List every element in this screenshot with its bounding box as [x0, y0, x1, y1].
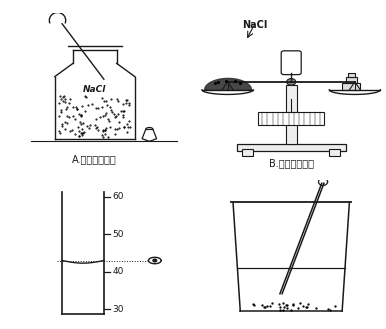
- Text: NaCl: NaCl: [242, 20, 267, 30]
- Text: 40: 40: [112, 267, 124, 276]
- Text: 30: 30: [112, 305, 124, 314]
- Ellipse shape: [287, 79, 296, 85]
- Text: B.氯化钓的称量: B.氯化钓的称量: [269, 159, 314, 168]
- Ellipse shape: [152, 259, 157, 263]
- Text: NaCl: NaCl: [83, 85, 107, 94]
- FancyBboxPatch shape: [259, 112, 324, 125]
- FancyBboxPatch shape: [237, 144, 346, 151]
- Bar: [242, 149, 253, 156]
- Text: 50: 50: [112, 230, 124, 239]
- Bar: [329, 149, 340, 156]
- Bar: [347, 73, 355, 77]
- Bar: [346, 77, 357, 83]
- Bar: [286, 85, 297, 144]
- Text: A.氯化钓的取用: A.氯化钓的取用: [73, 155, 117, 164]
- Bar: [342, 83, 360, 90]
- FancyBboxPatch shape: [281, 51, 301, 75]
- Text: 60: 60: [112, 192, 124, 201]
